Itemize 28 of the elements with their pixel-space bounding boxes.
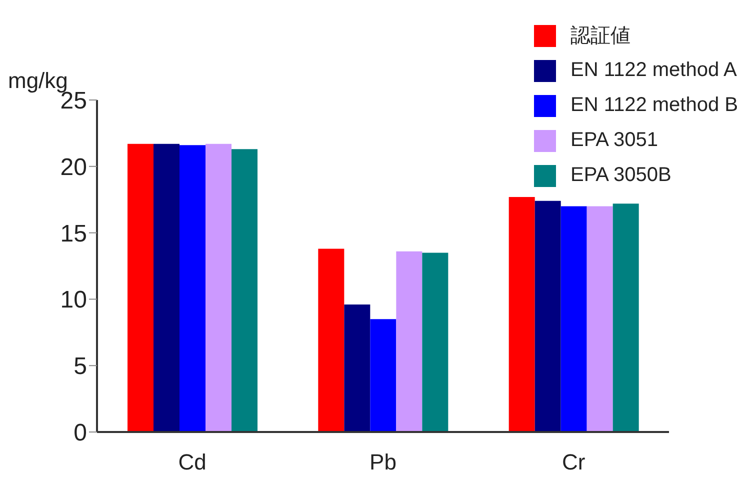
legend-label: 認証値 [570, 24, 630, 49]
x-tick-label: Cd [178, 450, 206, 475]
y-tick-label: 5 [74, 353, 87, 380]
bar [560, 206, 587, 432]
legend-label: EN 1122 method B [570, 94, 737, 117]
bar [180, 145, 206, 432]
bar [508, 196, 535, 432]
y-tick-label: 0 [74, 420, 87, 447]
bar [534, 200, 561, 432]
bar [396, 251, 422, 432]
legend-label: EPA 3051 [570, 129, 658, 152]
bar [206, 144, 232, 432]
y-tick-label: 15 [60, 220, 87, 248]
bar [422, 252, 448, 432]
bar [318, 248, 344, 432]
bar [586, 206, 613, 432]
x-tick-label: Cr [562, 450, 586, 475]
bar [154, 144, 180, 432]
legend-label: EN 1122 method A [570, 59, 737, 82]
bar [232, 149, 258, 432]
bar [128, 144, 154, 432]
y-tick-label: 10 [60, 286, 87, 314]
x-tick-label: Pb [370, 450, 396, 475]
bar [344, 304, 370, 432]
bar [370, 319, 396, 432]
y-tick-label: 20 [60, 154, 87, 181]
legend-label: EPA 3050B [570, 164, 672, 187]
bar [612, 204, 639, 432]
